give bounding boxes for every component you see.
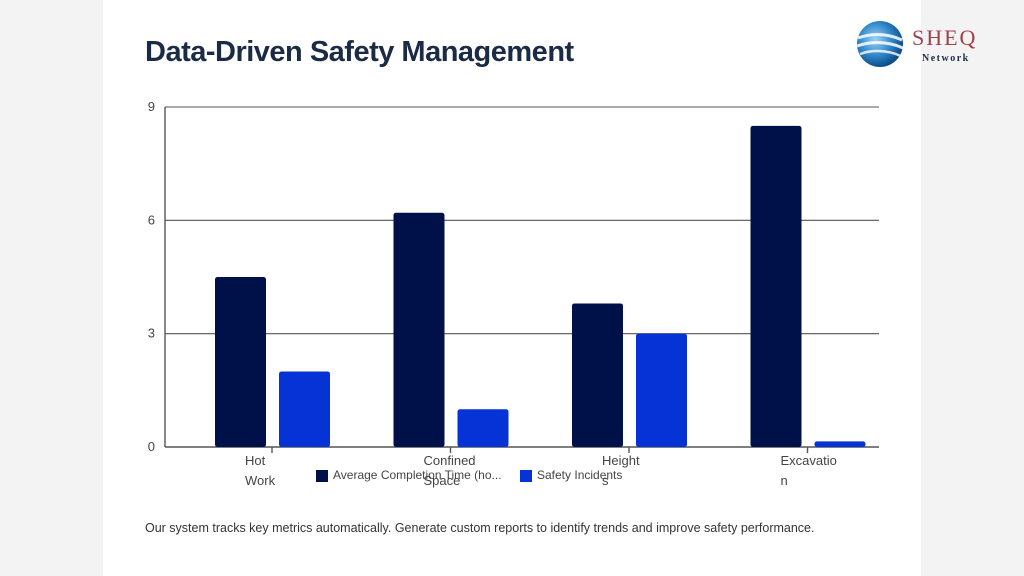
logo-subtitle: Network bbox=[922, 53, 970, 64]
bar bbox=[750, 125, 802, 447]
x-tick-label: Height bbox=[602, 453, 640, 468]
x-tick-label: n bbox=[781, 473, 788, 488]
logo-wordmark: SHEQ bbox=[912, 25, 978, 50]
x-tick-label: Hot bbox=[245, 453, 266, 468]
page-title: Data-Driven Safety Management bbox=[145, 36, 574, 68]
legend-label: Safety Incidents bbox=[537, 468, 622, 482]
y-tick-label: 9 bbox=[148, 99, 155, 114]
bar bbox=[279, 371, 330, 447]
bar bbox=[393, 212, 445, 447]
sheq-globe-logo-icon bbox=[856, 21, 904, 67]
bar bbox=[215, 277, 266, 447]
bar bbox=[572, 303, 623, 447]
y-tick-label: 0 bbox=[148, 439, 155, 454]
y-tick-label: 3 bbox=[148, 326, 155, 341]
x-tick-label: Excavatio bbox=[781, 453, 837, 468]
bar bbox=[814, 441, 866, 447]
x-tick-label: Space bbox=[424, 473, 461, 488]
bar bbox=[636, 333, 687, 447]
bar bbox=[457, 409, 509, 447]
slide-caption: Our system tracks key metrics automatica… bbox=[145, 521, 815, 535]
x-tick-label: s bbox=[602, 473, 609, 488]
legend-swatch bbox=[520, 470, 532, 482]
legend-label: Average Completion Time (ho... bbox=[333, 468, 502, 482]
y-tick-label: 6 bbox=[148, 212, 155, 227]
x-tick-label: Confined bbox=[424, 453, 476, 468]
x-tick-label: Work bbox=[245, 473, 276, 488]
legend-swatch bbox=[316, 470, 328, 482]
